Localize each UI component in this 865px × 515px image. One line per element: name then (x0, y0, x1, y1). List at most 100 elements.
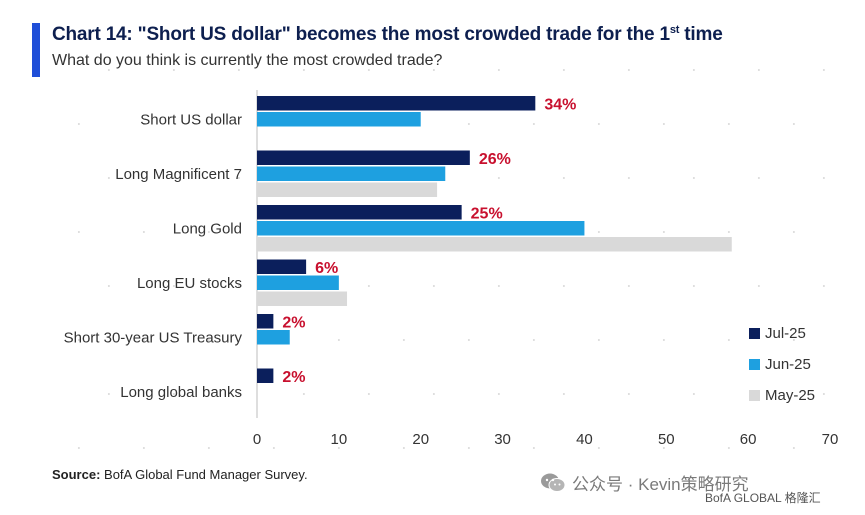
background-dot (662, 447, 665, 449)
source-note: Source: BofA Global Fund Manager Survey. (52, 467, 308, 482)
chart-title-main: Chart 14: "Short US dollar" becomes the … (52, 24, 670, 45)
background-dot (142, 447, 145, 449)
background-dot (692, 285, 695, 287)
bar-jul-25 (257, 150, 470, 165)
bar-jul-25 (257, 96, 536, 111)
footer-brand-tail: 格隆汇 (784, 491, 821, 505)
background-dot (207, 339, 210, 341)
data-label: 25% (471, 206, 503, 223)
background-dot (367, 393, 370, 395)
background-dot (337, 339, 340, 341)
bar-jul-25 (257, 314, 274, 329)
source-text: BofA Global Fund Manager Survey. (100, 467, 308, 482)
background-dot (597, 123, 600, 125)
background-dot (272, 447, 275, 449)
background-dot (467, 447, 470, 449)
background-dot (302, 393, 305, 395)
background-dot (432, 285, 435, 287)
background-dot (662, 339, 665, 341)
background-dot (627, 285, 630, 287)
background-dot (727, 231, 730, 233)
background-dot (142, 123, 145, 125)
data-label: 34% (544, 97, 576, 114)
legend-swatch (749, 359, 760, 370)
bar-jul-25 (257, 368, 274, 383)
legend-label: Jul-25 (765, 325, 806, 342)
background-dot (107, 177, 110, 179)
background-dot (367, 285, 370, 287)
background-dot (792, 123, 795, 125)
background-dot (727, 123, 730, 125)
wechat-icon (540, 472, 566, 494)
background-dot (692, 177, 695, 179)
bar-may-25 (257, 237, 732, 252)
legend-item: Jun-25 (749, 349, 815, 380)
background-dot (302, 69, 305, 71)
background-dot (237, 69, 240, 71)
background-dot (77, 123, 80, 125)
background-dot (497, 393, 500, 395)
category-label: Short 30-year US Treasury (64, 329, 243, 346)
background-dot (562, 69, 565, 71)
chart-subtitle: What do you think is currently the most … (52, 52, 443, 69)
background-dot (237, 393, 240, 395)
background-dot (692, 393, 695, 395)
legend-item: Jul-25 (749, 318, 815, 349)
background-dot (337, 447, 340, 449)
legend-item: May-25 (749, 380, 815, 411)
background-dot (172, 285, 175, 287)
watermark: 公众号 · Kevin策略研究 (540, 470, 749, 495)
background-dot (367, 69, 370, 71)
category-label: Long EU stocks (137, 275, 242, 292)
bar-jun-25 (257, 221, 585, 236)
x-tick-label: 0 (253, 431, 261, 448)
source-label: Source: (52, 467, 101, 482)
background-dot (207, 231, 210, 233)
x-tick-label: 70 (822, 431, 839, 448)
background-dot (822, 69, 825, 71)
chart-title-end: time (679, 24, 723, 45)
footer-brand-name: BofA GLOBAL (705, 491, 782, 505)
background-dot (107, 285, 110, 287)
background-dot (402, 339, 405, 341)
background-dot (597, 339, 600, 341)
background-dot (792, 231, 795, 233)
footer-brand: BofA GLOBAL 格隆汇 (705, 489, 821, 506)
background-dot (757, 69, 760, 71)
legend-label: Jun-25 (765, 356, 811, 373)
background-dot (627, 177, 630, 179)
x-tick-label: 50 (658, 431, 675, 448)
background-dot (727, 447, 730, 449)
title-accent-bar (32, 23, 40, 77)
background-dot (822, 393, 825, 395)
bar-jun-25 (257, 166, 446, 181)
background-dot (172, 69, 175, 71)
background-dot (757, 177, 760, 179)
background-dot (172, 393, 175, 395)
background-dot (172, 177, 175, 179)
background-dot (432, 69, 435, 71)
background-dot (77, 339, 80, 341)
background-dot (562, 393, 565, 395)
background-dot (497, 69, 500, 71)
background-dot (532, 447, 535, 449)
legend-label: May-25 (765, 387, 816, 404)
background-dot (727, 339, 730, 341)
background-dot (822, 285, 825, 287)
bar-jun-25 (257, 275, 339, 290)
background-dot (532, 339, 535, 341)
background-dot (207, 447, 210, 449)
legend-swatch (749, 390, 760, 401)
x-tick-label: 40 (576, 431, 593, 448)
background-dot (467, 123, 470, 125)
watermark-text: 公众号 · Kevin策略研究 (572, 475, 749, 494)
background-dot (822, 177, 825, 179)
background-dot (627, 69, 630, 71)
background-dot (532, 123, 535, 125)
category-label: Short US dollar (140, 111, 242, 128)
chart-title: Chart 14: "Short US dollar" becomes the … (52, 24, 723, 46)
background-dot (142, 231, 145, 233)
background-dot (432, 393, 435, 395)
x-tick-label: 60 (740, 431, 757, 448)
